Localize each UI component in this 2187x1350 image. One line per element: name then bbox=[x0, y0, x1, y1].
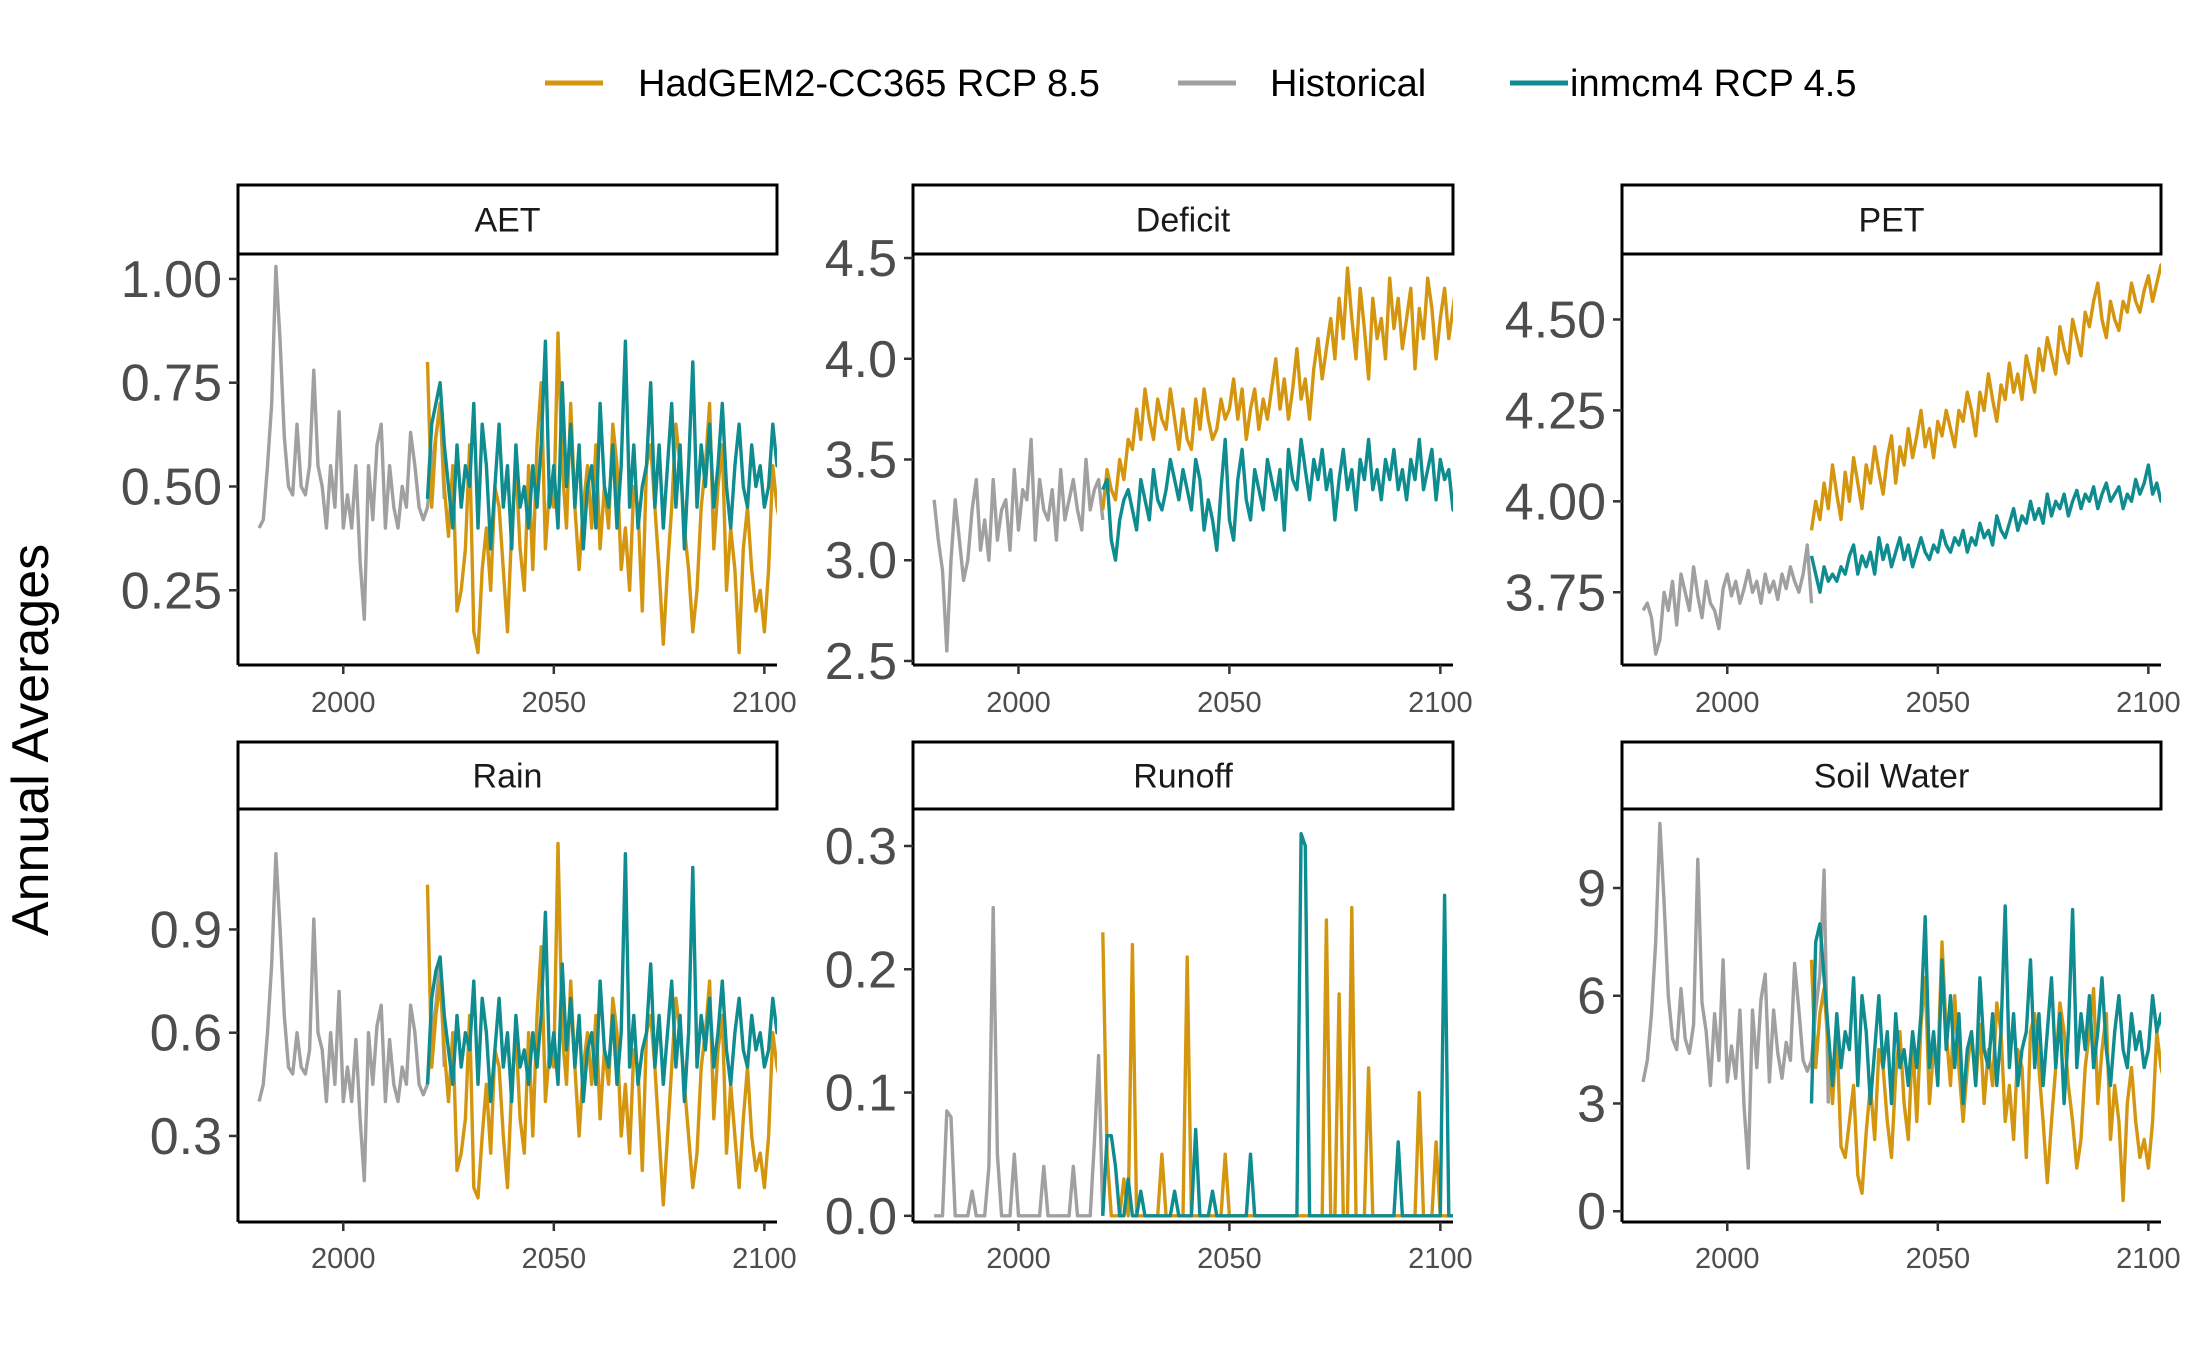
y-tick-label: 0.3 bbox=[825, 818, 897, 876]
legend: HadGEM2-CC365 RCP 8.5 Historical inmcm4 RC… bbox=[545, 63, 1857, 105]
y-tick-label: 0.75 bbox=[121, 355, 222, 413]
series-line-hadgem2-cc365-rcp-8-5 bbox=[1809, 940, 2161, 1203]
panel-title: Soil Water bbox=[1814, 758, 1970, 796]
series-line-hadgem2-cc365-rcp-8-5 bbox=[425, 841, 777, 1207]
x-tick-label: 2050 bbox=[522, 1243, 587, 1275]
x-tick-label: 2050 bbox=[1906, 687, 1971, 719]
legend-label: HadGEM2-CC365 RCP 8.5 bbox=[638, 63, 1100, 105]
panel-deficit: Deficit 2.5 3.0 3.5 4.0 4.5 2000 2050 2100 bbox=[825, 183, 1473, 719]
y-tick-label: 0.25 bbox=[121, 562, 222, 620]
panel-strip bbox=[1620, 740, 2163, 811]
panel-title: Rain bbox=[473, 758, 543, 796]
panel-rain: Rain 0.3 0.6 0.9 2000 2050 2100 bbox=[150, 740, 797, 1275]
panel-strip bbox=[236, 740, 779, 811]
x-tick-label: 2100 bbox=[1408, 687, 1473, 719]
y-tick-label: 4.5 bbox=[825, 230, 897, 288]
x-tick-label: 2050 bbox=[1906, 1243, 1971, 1275]
panel-title: Runoff bbox=[1133, 758, 1233, 796]
series-line-historical bbox=[932, 437, 1105, 653]
y-tick-label: 0.0 bbox=[825, 1188, 897, 1246]
facet-panels: AET 0.25 0.50 0.75 1.00 2000 2050 2100 Deficit 2.… bbox=[121, 183, 2181, 1275]
y-tick-label: 3.75 bbox=[1505, 564, 1606, 622]
series-line-inmcm4-rcp-4-5 bbox=[1101, 832, 1453, 1218]
y-tick-label: 0.1 bbox=[825, 1065, 897, 1123]
panel-strip bbox=[236, 183, 779, 256]
legend-entry-historical: Historical bbox=[1178, 63, 1426, 105]
panel-title: PET bbox=[1858, 202, 1924, 240]
legend-label: inmcm4 RCP 4.5 bbox=[1570, 63, 1857, 105]
y-tick-label: 3 bbox=[1577, 1075, 1606, 1133]
y-tick-label: 0.9 bbox=[150, 901, 222, 959]
series-line-inmcm4-rcp-4-5 bbox=[425, 852, 777, 1104]
x-tick-label: 2050 bbox=[1197, 687, 1262, 719]
y-tick-label: 2.5 bbox=[825, 633, 897, 691]
y-tick-label: 4.0 bbox=[825, 331, 897, 389]
series-line-inmcm4-rcp-4-5 bbox=[1809, 904, 2161, 1106]
panel-strip bbox=[911, 183, 1455, 256]
y-tick-label: 3.0 bbox=[825, 532, 897, 590]
x-tick-label: 2000 bbox=[986, 1243, 1051, 1275]
series-line-inmcm4-rcp-4-5 bbox=[1809, 463, 2161, 594]
series-line-hadgem2-cc365-rcp-8-5 bbox=[1101, 266, 1453, 511]
x-tick-label: 2100 bbox=[1408, 1243, 1473, 1275]
legend-label: Historical bbox=[1270, 63, 1426, 105]
x-tick-label: 2100 bbox=[2116, 687, 2181, 719]
series-line-historical bbox=[1641, 543, 1814, 656]
series-line-historical bbox=[257, 264, 446, 621]
y-tick-label: 0.2 bbox=[825, 941, 897, 999]
y-tick-label: 1.00 bbox=[121, 251, 222, 309]
panel-title: AET bbox=[474, 202, 540, 240]
legend-entry-inmcm4-rcp-4-5: inmcm4 RCP 4.5 bbox=[1510, 63, 1857, 105]
y-tick-label: 6 bbox=[1577, 968, 1606, 1026]
legend-entry-hadgem2-cc365-rcp-8-5: HadGEM2-CC365 RCP 8.5 bbox=[545, 63, 1100, 105]
panel-aet: AET 0.25 0.50 0.75 1.00 2000 2050 2100 bbox=[121, 183, 797, 719]
x-tick-label: 2000 bbox=[1695, 687, 1760, 719]
x-tick-label: 2000 bbox=[311, 687, 376, 719]
x-tick-label: 2100 bbox=[2116, 1243, 2181, 1275]
series-line-inmcm4-rcp-4-5 bbox=[425, 339, 777, 551]
panel-runoff: Runoff 0.0 0.1 0.2 0.3 2000 2050 2100 bbox=[825, 740, 1473, 1275]
y-tick-label: 0.50 bbox=[121, 458, 222, 516]
x-tick-label: 2000 bbox=[311, 1243, 376, 1275]
y-tick-label: 4.00 bbox=[1505, 473, 1606, 531]
series-line-hadgem2-cc365-rcp-8-5 bbox=[1809, 263, 2161, 531]
y-tick-label: 9 bbox=[1577, 860, 1606, 918]
y-tick-label: 0.3 bbox=[150, 1108, 222, 1166]
panel-title: Deficit bbox=[1136, 202, 1231, 240]
panel-strip bbox=[911, 740, 1455, 811]
panel-soil-water: Soil Water 0 3 6 9 2000 2050 2100 bbox=[1577, 740, 2181, 1275]
series-line-historical bbox=[1641, 821, 1830, 1170]
panel-pet: PET 3.75 4.00 4.25 4.50 2000 2050 2100 bbox=[1505, 183, 2181, 719]
x-tick-label: 2000 bbox=[986, 687, 1051, 719]
x-tick-label: 2050 bbox=[1197, 1243, 1262, 1275]
y-tick-label: 3.5 bbox=[825, 432, 897, 490]
x-tick-label: 2000 bbox=[1695, 1243, 1760, 1275]
y-axis-label: Annual Averages bbox=[2, 544, 60, 936]
x-tick-label: 2100 bbox=[732, 687, 797, 719]
y-tick-label: 4.50 bbox=[1505, 291, 1606, 349]
series-line-inmcm4-rcp-4-5 bbox=[1101, 437, 1453, 562]
y-tick-label: 0.6 bbox=[150, 1005, 222, 1063]
y-tick-label: 4.25 bbox=[1505, 382, 1606, 440]
series-line-historical bbox=[257, 852, 446, 1183]
series-line-historical bbox=[934, 905, 1105, 1218]
y-tick-label: 0 bbox=[1577, 1183, 1606, 1241]
x-tick-label: 2100 bbox=[732, 1243, 797, 1275]
panel-strip bbox=[1620, 183, 2163, 256]
x-tick-label: 2050 bbox=[522, 687, 587, 719]
